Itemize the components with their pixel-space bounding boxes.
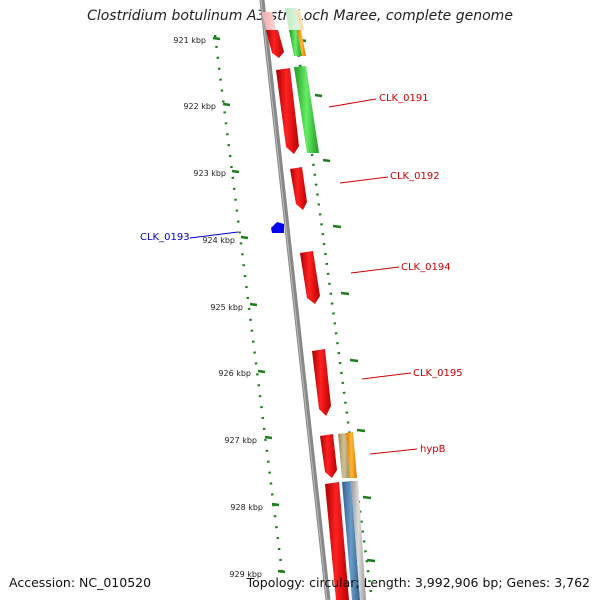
genome-backbone-highlight bbox=[260, 0, 328, 600]
gene-labels: CLK_0191 CLK_0192 CLK_0193 CLK_0194 CLK_… bbox=[140, 93, 463, 455]
gene-feature[interactable] bbox=[346, 432, 357, 478]
genome-summary-text: Topology: circular; Length: 3,992,906 bp… bbox=[246, 575, 590, 590]
ruler-label: 928 kbp bbox=[230, 503, 263, 512]
ruler-label: 921 kbp bbox=[173, 36, 206, 45]
gene-label-clk-0192[interactable]: CLK_0192 bbox=[390, 171, 440, 182]
gene-feature-hypb[interactable] bbox=[320, 434, 337, 478]
gene-feature-clk-0191[interactable] bbox=[276, 68, 299, 154]
gene-feature[interactable] bbox=[297, 30, 306, 56]
gene-feature-faded[interactable] bbox=[285, 8, 300, 30]
gene-feature[interactable] bbox=[351, 481, 366, 600]
gene-feature-faded[interactable] bbox=[262, 12, 276, 30]
ruler-label: 927 kbp bbox=[224, 436, 257, 445]
gene-feature[interactable] bbox=[325, 482, 349, 600]
ruler-label: 925 kbp bbox=[210, 303, 243, 312]
gene-feature-clk-0193[interactable] bbox=[271, 222, 284, 233]
ruler-label: 924 kbp bbox=[202, 236, 235, 245]
genome-backbone bbox=[259, 0, 331, 600]
gene-label-clk-0191[interactable]: CLK_0191 bbox=[379, 93, 429, 104]
label-leaders bbox=[189, 98, 418, 455]
ruler-ticks bbox=[212, 36, 286, 574]
gene-label-clk-0195[interactable]: CLK_0195 bbox=[413, 368, 463, 379]
ruler-labels: 921 kbp 922 kbp 923 kbp 924 kbp 925 kbp … bbox=[173, 36, 263, 579]
ruler-label: 922 kbp bbox=[183, 102, 216, 111]
gene-feature-clk-0192[interactable] bbox=[290, 167, 307, 210]
gene-label-clk-0193[interactable]: CLK_0193 bbox=[140, 232, 190, 243]
gene-feature[interactable] bbox=[294, 66, 319, 153]
gene-label-hypb[interactable]: hypB bbox=[420, 444, 446, 455]
ruler-label: 926 kbp bbox=[218, 369, 251, 378]
ruler-label: 929 kbp bbox=[229, 570, 262, 579]
gene-feature-faded[interactable] bbox=[296, 10, 304, 30]
ruler-label: 923 kbp bbox=[193, 169, 226, 178]
accession-text: Accession: NC_010520 bbox=[9, 575, 152, 590]
gene-feature[interactable] bbox=[266, 30, 284, 58]
gene-features bbox=[262, 8, 366, 600]
gene-feature-clk-0195[interactable] bbox=[312, 349, 331, 416]
gene-feature-clk-0194[interactable] bbox=[300, 251, 320, 304]
gene-label-clk-0194[interactable]: CLK_0194 bbox=[401, 262, 451, 273]
gene-feature[interactable] bbox=[342, 481, 360, 600]
gene-feature[interactable] bbox=[289, 30, 302, 56]
